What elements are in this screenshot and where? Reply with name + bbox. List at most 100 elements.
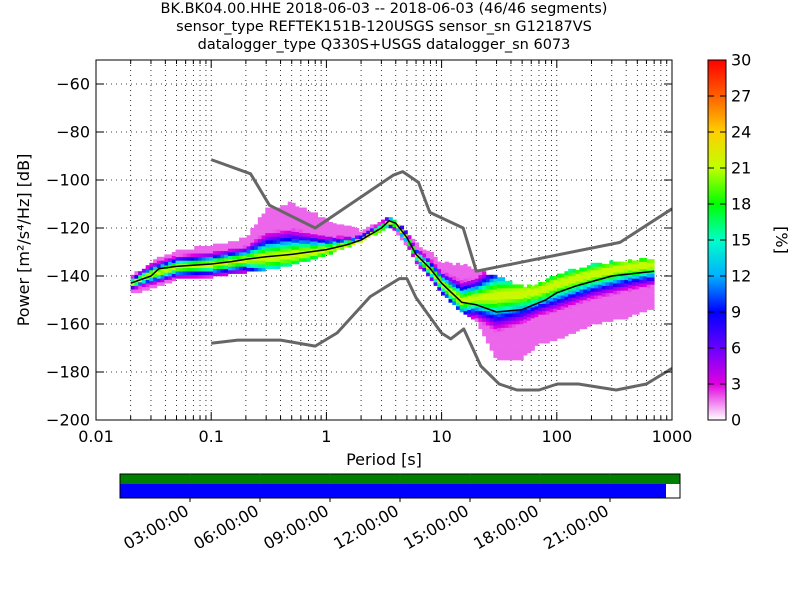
density-cell [489, 314, 494, 319]
density-cell [426, 268, 431, 273]
density-cell [209, 264, 214, 268]
density-cell [601, 282, 606, 286]
density-cell [325, 232, 330, 237]
density-cell [635, 278, 640, 283]
density-cell [433, 271, 438, 276]
density-cell [512, 313, 517, 318]
density-cell [642, 272, 648, 277]
density-cell [194, 249, 199, 254]
density-cell [504, 298, 509, 303]
density-cell [272, 243, 277, 248]
density-cell [538, 296, 543, 301]
density-cell [261, 242, 266, 247]
density-cell [478, 318, 483, 322]
density-cell [224, 265, 229, 270]
density-cell [452, 283, 457, 288]
density-cell [298, 207, 304, 212]
density-cell [586, 268, 591, 273]
density-cell [452, 272, 457, 277]
density-cell [269, 243, 274, 248]
density-cell [257, 256, 262, 261]
density-cell [624, 265, 629, 270]
density-cell [594, 298, 599, 303]
density-cell [564, 332, 569, 337]
density-cell [291, 246, 296, 250]
density-cell [485, 303, 491, 308]
density-cell [209, 260, 214, 265]
density-cell [534, 342, 539, 346]
density-cell [287, 237, 292, 242]
density-cell [197, 249, 203, 254]
density-cell [295, 260, 300, 265]
density-cell [485, 278, 491, 283]
density-cell [239, 241, 244, 246]
density-cell [325, 236, 330, 241]
density-cell [553, 315, 558, 320]
density-cell [216, 243, 221, 248]
density-cell [549, 279, 554, 284]
density-cell [175, 253, 180, 258]
density-cell [497, 298, 502, 303]
density-cell [538, 318, 543, 322]
density-cell [583, 271, 588, 276]
density-cell [291, 249, 296, 254]
density-cell [508, 331, 513, 336]
density-cell [556, 334, 562, 339]
density-cell [455, 266, 461, 271]
density-cell [508, 316, 513, 321]
density-cell [560, 313, 565, 318]
x-tick-label: 10 [431, 427, 451, 446]
density-cell [646, 291, 651, 296]
density-cell [298, 247, 304, 252]
density-cell [485, 274, 491, 279]
density-cell [280, 241, 285, 246]
density-cell [343, 236, 348, 241]
density-cell [321, 242, 326, 247]
density-cell [527, 291, 532, 296]
density-cell [497, 291, 502, 296]
density-cell [553, 283, 558, 288]
density-cell [261, 253, 266, 258]
density-cell [620, 265, 625, 270]
density-cell [515, 327, 520, 332]
y-tick-label: −140 [46, 267, 90, 286]
density-cell [568, 330, 573, 334]
density-cell [541, 296, 547, 301]
density-cell [149, 262, 154, 267]
density-cell [541, 321, 547, 326]
density-cell [564, 328, 569, 333]
density-cell [261, 213, 266, 218]
density-cell [493, 282, 498, 286]
density-cell [538, 314, 543, 319]
density-cell [160, 260, 165, 265]
density-cell [538, 339, 543, 344]
density-cell [556, 327, 562, 332]
density-cell [515, 345, 520, 350]
density-cell [605, 300, 610, 304]
density-cell [291, 260, 296, 265]
density-cell [429, 270, 434, 274]
density-cell [583, 285, 588, 290]
density-cell [164, 279, 169, 284]
density-cell [246, 242, 251, 247]
density-cell [631, 267, 636, 272]
density-cell [429, 252, 434, 256]
density-cell [201, 274, 206, 279]
density-cell [571, 294, 577, 298]
density-cell [646, 259, 651, 264]
density-cell [646, 288, 651, 292]
density-cell [624, 268, 629, 273]
density-cell [564, 282, 569, 286]
density-cell [257, 264, 262, 268]
density-cell [388, 220, 393, 225]
density-cell [500, 277, 505, 282]
density-cell [444, 272, 449, 277]
density-cell [325, 229, 330, 234]
density-cell [519, 306, 524, 310]
density-cell [556, 277, 562, 282]
density-cell [534, 331, 539, 336]
density-cell [250, 231, 255, 236]
density-cell [605, 267, 610, 272]
density-cell [579, 321, 584, 326]
density-cell [276, 232, 281, 237]
